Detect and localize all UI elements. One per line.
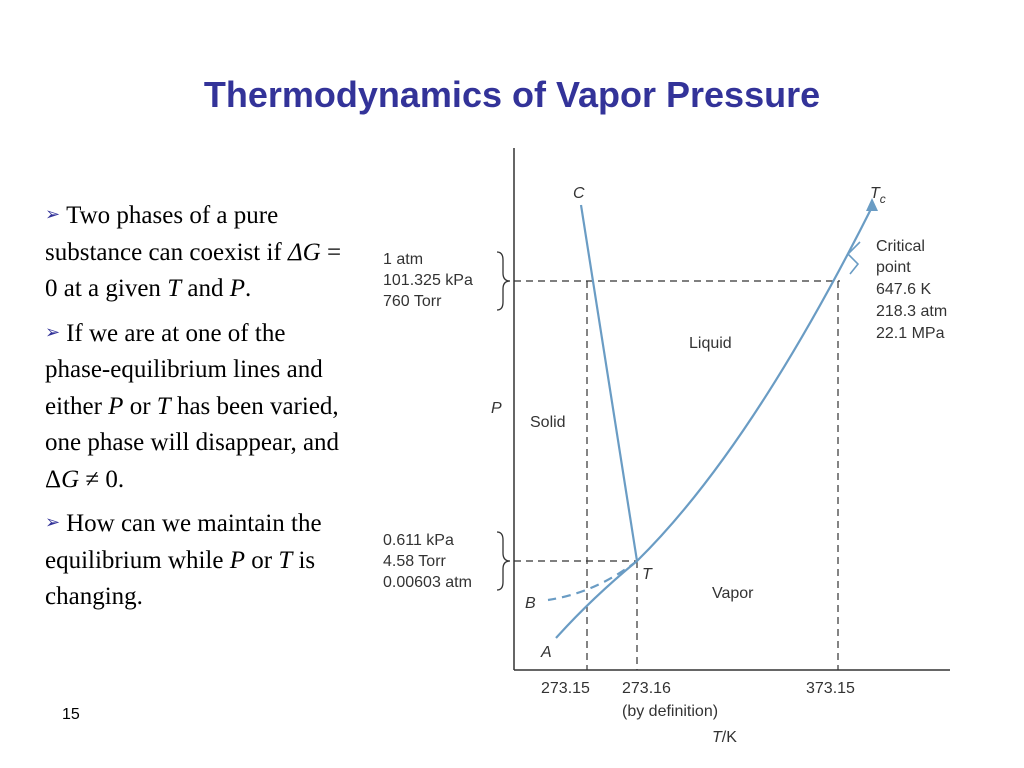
arrow-bullet-icon: ➢	[45, 321, 61, 342]
temperature-tick-label: (by definition)	[622, 703, 718, 720]
region-solid-label: Solid	[530, 414, 566, 431]
liquid-vapor-curve	[636, 206, 873, 562]
break-mark	[846, 241, 861, 275]
bullet-item: ➢ How can we maintain the equilibrium whi…	[45, 504, 355, 616]
variable-symbol: ΔG	[287, 238, 321, 266]
pressure-label: 0.611 kPa	[383, 532, 454, 549]
bullet-text: If we are at one of the phase-equilibriu…	[45, 319, 340, 493]
variable-symbol: P	[229, 546, 245, 574]
pressure-label: 4.58 Torr	[383, 553, 447, 570]
temperature-tick-label: 273.15	[541, 680, 590, 697]
point-b-label: B	[525, 595, 536, 612]
critical-point-label: point	[876, 259, 911, 276]
arrow-head-icon	[866, 198, 878, 211]
temperature-axis-label: T/K	[712, 729, 737, 746]
variable-symbol: T	[156, 392, 171, 420]
variable-symbol: P	[108, 392, 124, 420]
variable-symbol: G	[61, 465, 80, 493]
critical-point-label: 647.6 K	[876, 281, 931, 298]
pressure-label: 0.00603 atm	[383, 574, 472, 591]
region-vapor-label: Vapor	[712, 585, 754, 602]
pressure-label: 1 atm	[383, 251, 423, 268]
bullet-item: ➢ If we are at one of the phase-equilibri…	[45, 314, 355, 499]
arrow-bullet-icon: ➢	[45, 512, 61, 532]
critical-point-label: 22.1 MPa	[876, 325, 945, 342]
upper-brace	[496, 251, 511, 311]
variable-symbol: P	[229, 275, 245, 302]
critical-point-label: Critical	[876, 238, 925, 255]
point-tc-label: Tc	[870, 185, 886, 206]
variable-symbol: T	[278, 546, 293, 574]
solid-liquid-line	[579, 204, 639, 562]
critical-point-label: 218.3 atm	[876, 303, 947, 320]
pressure-label: 760 Torr	[383, 293, 442, 310]
lower-brace	[496, 531, 511, 591]
point-c-label: C	[573, 185, 585, 202]
point-a-label: A	[540, 644, 552, 661]
triple-point-label: T	[642, 566, 653, 583]
slide-number: 15	[62, 706, 80, 723]
bullet-list: ➢ Two phases of a pure substance can coex…	[45, 196, 355, 622]
bullet-text: How can we maintain the equilibrium whil…	[45, 510, 322, 610]
pressure-label: 101.325 kPa	[383, 272, 473, 289]
temperature-tick-label: 273.16	[622, 680, 671, 697]
bullet-text: Two phases of a pure substance can coexi…	[45, 202, 342, 302]
pressure-axis-label: P	[491, 400, 502, 417]
temperature-tick-label: 373.15	[806, 680, 855, 697]
solid-vapor-curve	[555, 560, 638, 639]
bullet-item: ➢ Two phases of a pure substance can coex…	[45, 196, 355, 308]
slide-title: Thermodynamics of Vapor Pressure	[203, 74, 821, 115]
variable-symbol: T	[167, 275, 182, 302]
supercooled-liquid-curve	[547, 560, 638, 602]
arrow-bullet-icon: ➢	[45, 204, 61, 224]
region-liquid-label: Liquid	[689, 335, 732, 352]
